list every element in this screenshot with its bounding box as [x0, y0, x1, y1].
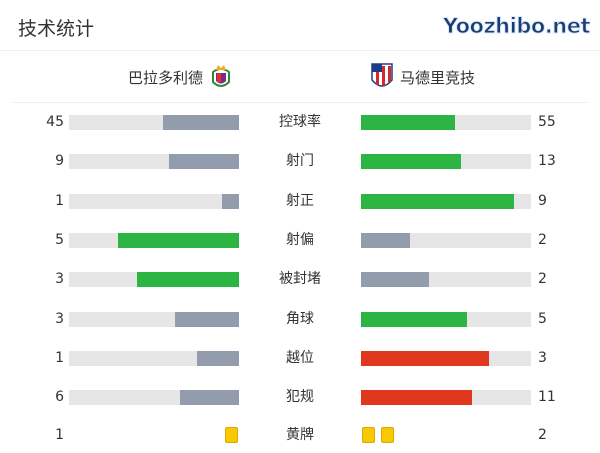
- away-value: 2: [538, 427, 547, 443]
- home-value: 1: [55, 349, 64, 366]
- stat-label: 角球: [286, 310, 314, 327]
- atletico-madrid-crest-icon: [371, 63, 393, 87]
- stat-label: 越位: [286, 349, 314, 366]
- home-bar-fill: [118, 232, 239, 248]
- away-bar: [361, 232, 531, 248]
- stat-label: 射正: [286, 192, 314, 209]
- home-bar-fill: [162, 115, 239, 130]
- stat-label: 射偏: [286, 231, 314, 248]
- away-value: 2: [538, 271, 547, 288]
- watermark: Yoozhibo.net: [442, 14, 591, 39]
- divider: [12, 102, 588, 103]
- home-bar-fill: [196, 350, 239, 366]
- away-bar-fill: [361, 232, 411, 248]
- real-valladolid-crest-icon: [212, 65, 231, 87]
- away-bar: [361, 390, 531, 406]
- home-value: 1: [55, 192, 64, 209]
- home-value: 3: [55, 310, 64, 327]
- stat-row: 6 犯规 11: [0, 388, 600, 406]
- home-bar: [69, 154, 239, 170]
- stat-row: 1 射正 9: [0, 192, 600, 210]
- away-value: 3: [538, 349, 547, 366]
- away-bar-fill: [361, 350, 489, 366]
- stat-label: 射门: [286, 153, 314, 170]
- home-value: 1: [55, 427, 64, 443]
- home-bar: [69, 193, 239, 209]
- away-team-name: 马德里竞技: [400, 68, 476, 87]
- home-bar: [69, 232, 239, 248]
- home-bar: [69, 272, 239, 288]
- away-bar: [361, 154, 531, 170]
- away-value: 5: [538, 310, 547, 327]
- away-bar-fill: [361, 115, 455, 130]
- stat-label: 被封堵: [279, 271, 321, 288]
- home-value: 5: [55, 231, 64, 248]
- home-bar: [69, 350, 239, 366]
- home-bar: [69, 390, 239, 406]
- page-title: 技术统计: [18, 18, 95, 40]
- home-bar-fill: [137, 272, 239, 288]
- away-value: 55: [538, 114, 556, 130]
- stat-row: 3 角球 5: [0, 310, 600, 328]
- stat-row: 9 射门 13: [0, 152, 600, 170]
- away-bar: [361, 311, 531, 327]
- home-bar-fill: [169, 154, 239, 170]
- home-bar: [69, 115, 239, 130]
- home-team: 巴拉多利德: [128, 62, 233, 92]
- stat-label: 控球率: [279, 114, 321, 130]
- away-value: 9: [538, 192, 547, 209]
- away-bar-fill: [361, 311, 468, 327]
- home-value: 9: [55, 153, 64, 170]
- away-bar: [361, 115, 531, 130]
- home-bar-fill: [175, 311, 239, 327]
- away-bar-fill: [361, 193, 514, 209]
- stat-label: 黄牌: [286, 427, 314, 443]
- home-value: 3: [55, 271, 64, 288]
- stat-row: 1 越位 3: [0, 349, 600, 367]
- home-value: 45: [46, 114, 64, 130]
- home-bar: [69, 311, 239, 327]
- away-bar-fill: [361, 272, 429, 288]
- stat-row: 45 控球率 55: [0, 113, 600, 131]
- away-value: 11: [538, 389, 556, 406]
- home-team-name: 巴拉多利德: [128, 68, 204, 87]
- stat-label: 犯规: [286, 389, 314, 406]
- away-bar: [361, 272, 531, 288]
- home-bar-fill: [179, 390, 239, 406]
- stat-row: 3 被封堵 2: [0, 270, 600, 288]
- stat-row-yellow-cards: 1 黄牌 2: [0, 426, 600, 444]
- home-value: 6: [55, 389, 64, 406]
- away-bar-fill: [361, 154, 462, 170]
- away-bar-fill: [361, 390, 472, 406]
- yellow-card-icon: [225, 427, 238, 443]
- stat-row: 5 射偏 2: [0, 231, 600, 249]
- away-bar: [361, 193, 531, 209]
- yellow-card-icon: [381, 427, 394, 443]
- away-bar: [361, 350, 531, 366]
- away-value: 2: [538, 231, 547, 248]
- away-value: 13: [538, 153, 556, 170]
- home-bar-fill: [222, 193, 239, 209]
- away-team: 马德里竞技: [370, 62, 475, 92]
- yellow-card-icon: [362, 427, 375, 443]
- divider: [0, 50, 600, 51]
